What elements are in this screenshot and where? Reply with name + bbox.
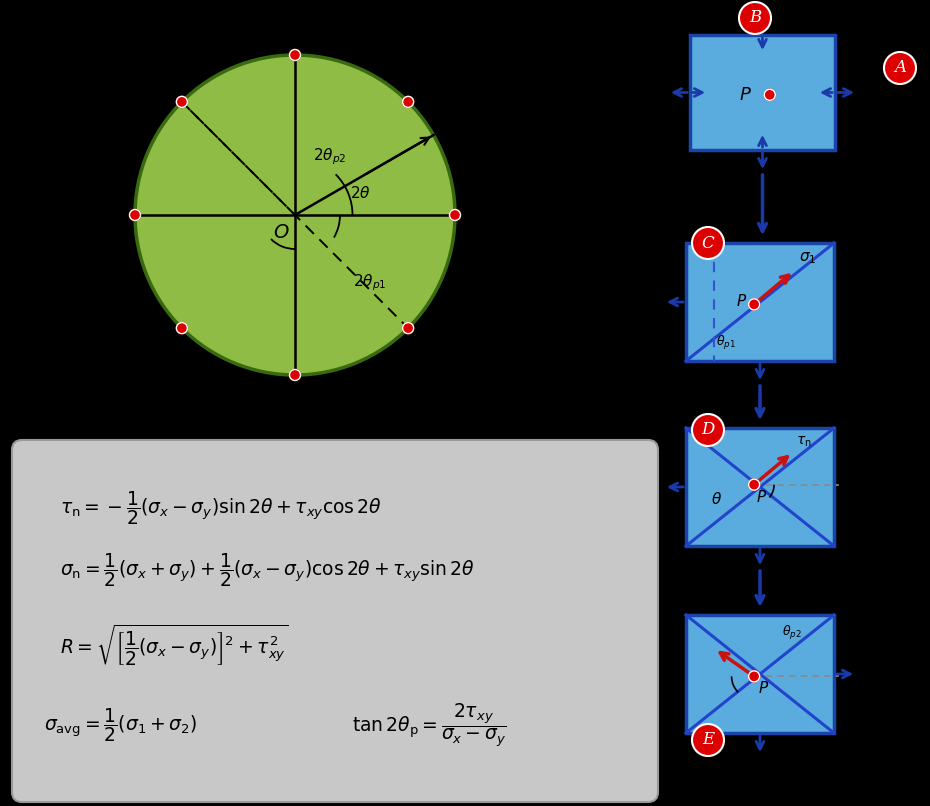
Circle shape <box>739 2 771 34</box>
Text: D: D <box>701 422 714 438</box>
Circle shape <box>692 414 724 446</box>
Text: $\theta_{p1}$: $\theta_{p1}$ <box>716 334 736 352</box>
Text: $P$: $P$ <box>737 293 748 310</box>
Circle shape <box>749 479 760 490</box>
Circle shape <box>135 55 455 375</box>
FancyBboxPatch shape <box>12 440 658 802</box>
Circle shape <box>403 322 414 334</box>
Text: $\sigma_1$: $\sigma_1$ <box>799 250 817 266</box>
Text: $\tan 2\theta_{\rm p} = \dfrac{2\tau_{xy}}{\sigma_x - \sigma_y}$: $\tan 2\theta_{\rm p} = \dfrac{2\tau_{xy… <box>352 701 507 749</box>
Text: $O$: $O$ <box>272 224 289 242</box>
Text: $R = \sqrt{\left[\dfrac{1}{2}(\sigma_x - \sigma_y)\right]^2 + \tau_{xy}^2}$: $R = \sqrt{\left[\dfrac{1}{2}(\sigma_x -… <box>60 622 288 667</box>
FancyBboxPatch shape <box>686 428 834 546</box>
FancyBboxPatch shape <box>686 243 834 361</box>
Circle shape <box>177 97 187 107</box>
Text: A: A <box>894 60 906 77</box>
Text: $2\theta$: $2\theta$ <box>350 185 371 201</box>
Circle shape <box>289 49 300 60</box>
Text: B: B <box>749 10 761 27</box>
Text: $\sigma_{\rm n} = \dfrac{1}{2}(\sigma_x + \sigma_y) + \dfrac{1}{2}(\sigma_x - \s: $\sigma_{\rm n} = \dfrac{1}{2}(\sigma_x … <box>60 551 474 589</box>
Circle shape <box>764 89 776 100</box>
Circle shape <box>177 322 187 334</box>
Circle shape <box>129 210 140 221</box>
Circle shape <box>403 97 414 107</box>
Text: $2\theta_{p2}$: $2\theta_{p2}$ <box>313 147 347 168</box>
Text: $\sigma_{\rm avg} = \dfrac{1}{2}(\sigma_1 + \sigma_2)$: $\sigma_{\rm avg} = \dfrac{1}{2}(\sigma_… <box>44 706 197 744</box>
Circle shape <box>289 369 300 380</box>
Text: $\tau_{\rm n}$: $\tau_{\rm n}$ <box>796 434 812 448</box>
Circle shape <box>692 227 724 259</box>
Circle shape <box>692 724 724 756</box>
Text: $\theta$: $\theta$ <box>711 491 722 507</box>
Circle shape <box>749 299 760 310</box>
Text: $P$: $P$ <box>759 680 770 696</box>
Text: $P$: $P$ <box>756 488 767 505</box>
Circle shape <box>749 671 760 682</box>
Text: $\theta_{p2}$: $\theta_{p2}$ <box>782 624 802 642</box>
Text: $2\theta_{p1}$: $2\theta_{p1}$ <box>353 272 387 293</box>
Text: C: C <box>701 235 714 251</box>
Text: E: E <box>702 732 714 749</box>
Text: $P$: $P$ <box>738 85 751 104</box>
FancyBboxPatch shape <box>686 615 834 733</box>
Circle shape <box>449 210 460 221</box>
Circle shape <box>884 52 916 84</box>
FancyBboxPatch shape <box>690 35 835 150</box>
Text: $\tau_{\rm n} = -\dfrac{1}{2}(\sigma_x - \sigma_y)\sin 2\theta + \tau_{xy}\cos 2: $\tau_{\rm n} = -\dfrac{1}{2}(\sigma_x -… <box>60 489 382 527</box>
